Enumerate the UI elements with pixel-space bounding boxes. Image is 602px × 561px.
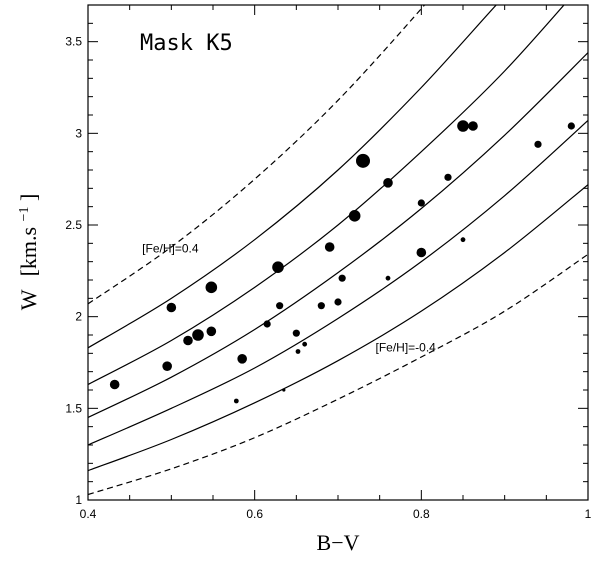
model-curve-2 <box>88 5 497 349</box>
data-point-14 <box>292 329 300 337</box>
y-axis-title-exponent: −1 <box>17 207 32 222</box>
model-curves <box>88 5 588 496</box>
data-point-30 <box>468 121 478 131</box>
data-point-27 <box>444 173 452 181</box>
x-tick-label: 0.4 <box>80 507 97 521</box>
model-curve-1 <box>88 5 426 305</box>
model-curve-4 <box>88 52 588 419</box>
chart-title: Mask K5 <box>140 31 233 56</box>
data-point-7 <box>205 281 218 294</box>
data-point-12 <box>276 302 284 310</box>
y-axis-title: W [km.s −1 ] <box>8 194 41 311</box>
y-tick-label: 3.5 <box>65 35 82 49</box>
data-point-15 <box>295 349 301 354</box>
data-point-3 <box>166 302 177 313</box>
model-curve-7 <box>88 253 588 496</box>
data-point-18 <box>324 242 335 252</box>
data-point-31 <box>534 140 542 148</box>
y-axis-title-close: ] <box>16 194 41 201</box>
data-point-19 <box>334 298 342 306</box>
x-tick-label: 0.8 <box>413 507 430 521</box>
data-point-22 <box>356 153 370 168</box>
y-tick-label: 3 <box>75 126 82 140</box>
data-point-29 <box>460 237 466 243</box>
x-tick-label: 1 <box>585 507 592 521</box>
data-point-11 <box>272 261 284 273</box>
data-point-25 <box>417 199 425 207</box>
data-point-28 <box>457 120 469 132</box>
y-tick-label: 1.5 <box>65 401 82 415</box>
data-points <box>109 120 575 404</box>
data-point-4 <box>183 335 193 346</box>
x-tick-label: 0.6 <box>246 507 263 521</box>
annotation-1: [Fe/H]=0.4 <box>142 242 199 256</box>
data-point-1 <box>109 379 120 390</box>
data-point-10 <box>263 320 271 328</box>
data-point-26 <box>416 247 427 258</box>
y-tick-label: 2 <box>75 310 82 324</box>
axis-ticks: 0.4 0.6 0.8 1 1 1.5 2 2.5 3 3.5 <box>65 4 592 521</box>
data-point-5 <box>192 329 204 341</box>
y-axis-title-main: W <box>16 289 41 310</box>
y-tick-label: 2.5 <box>65 218 82 232</box>
data-point-9 <box>237 354 247 364</box>
y-axis-title-unit: [km.s <box>16 227 41 277</box>
y-tick-label: 1 <box>75 493 82 507</box>
data-point-20 <box>338 274 346 282</box>
data-point-21 <box>348 210 361 222</box>
data-point-2 <box>162 361 172 371</box>
data-point-32 <box>567 122 575 130</box>
annotation-2: [Fe/H]=-0.4 <box>376 341 437 355</box>
data-point-17 <box>317 302 325 310</box>
data-point-13 <box>282 388 286 392</box>
model-curve-5 <box>88 120 588 446</box>
data-point-23 <box>383 178 393 188</box>
data-point-24 <box>385 275 391 281</box>
data-point-16 <box>302 341 308 347</box>
plot-frame <box>87 4 589 501</box>
model-curve-6 <box>88 184 588 472</box>
annotations: [Fe/H]=0.4 [Fe/H]=-0.4 <box>142 242 436 355</box>
data-point-6 <box>206 326 217 337</box>
model-curve-3 <box>88 5 565 386</box>
x-axis-title: B−V <box>317 530 360 555</box>
data-point-8 <box>233 398 239 404</box>
